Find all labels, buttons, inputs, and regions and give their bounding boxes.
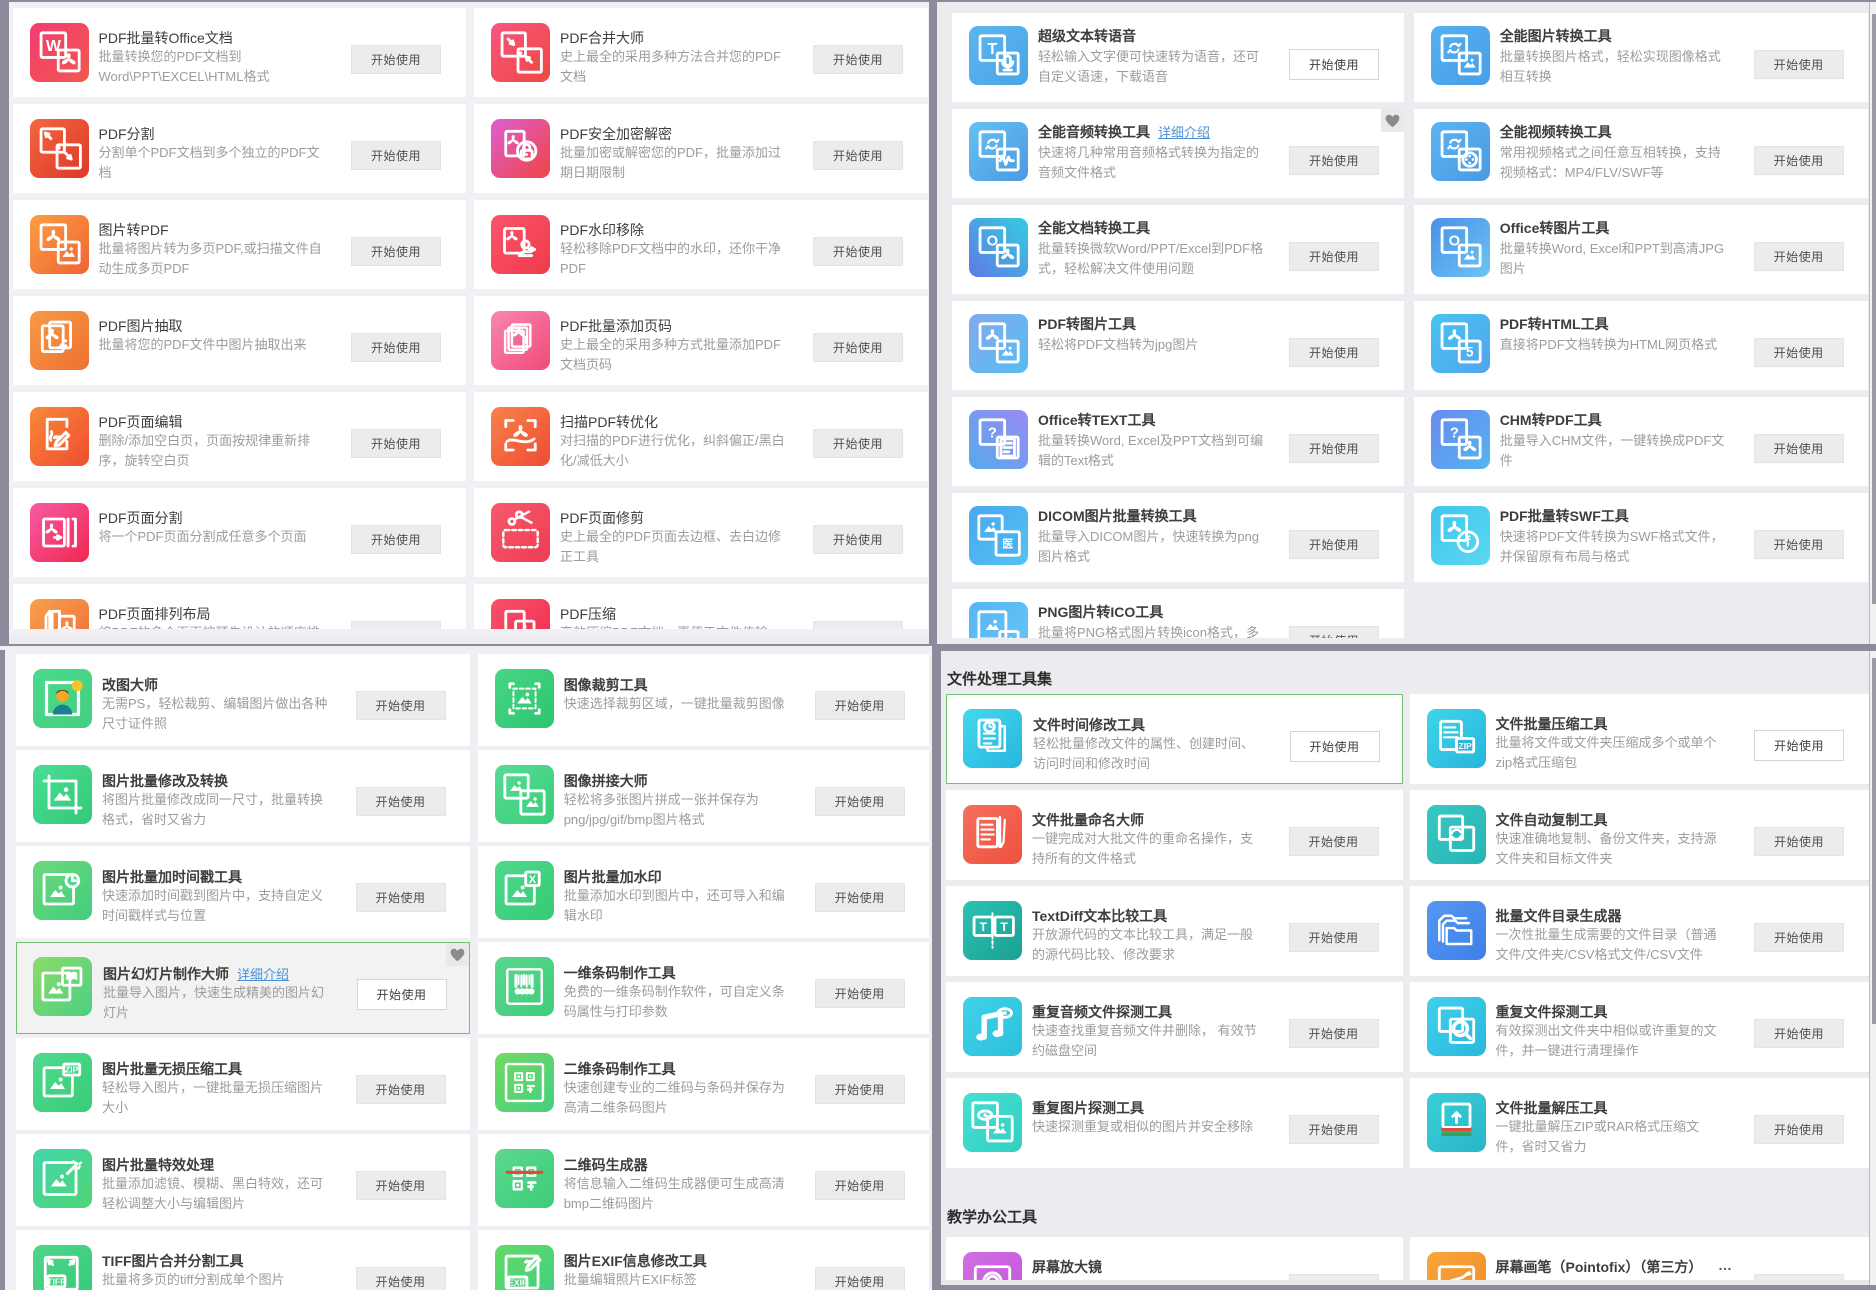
svg-text:?: ? bbox=[988, 425, 997, 441]
svg-text:T: T bbox=[987, 41, 997, 58]
svg-text:X: X bbox=[528, 874, 536, 886]
svg-text:TIFF: TIFF bbox=[47, 1276, 65, 1286]
svg-text:T: T bbox=[980, 920, 988, 934]
svg-text:医: 医 bbox=[1002, 537, 1013, 550]
svg-text:f: f bbox=[1465, 535, 1470, 551]
svg-text:W: W bbox=[45, 38, 61, 55]
svg-text:ZIP: ZIP bbox=[1458, 741, 1472, 751]
svg-text:?: ? bbox=[1450, 425, 1459, 441]
svg-text:ZIP: ZIP bbox=[65, 1065, 79, 1075]
svg-text:1: 1 bbox=[522, 335, 528, 347]
svg-text:O: O bbox=[1448, 233, 1459, 249]
svg-text:O: O bbox=[987, 233, 998, 249]
svg-text:T: T bbox=[1000, 920, 1008, 934]
svg-text:5: 5 bbox=[1466, 344, 1474, 359]
svg-text:EXIF: EXIF bbox=[508, 1278, 527, 1288]
